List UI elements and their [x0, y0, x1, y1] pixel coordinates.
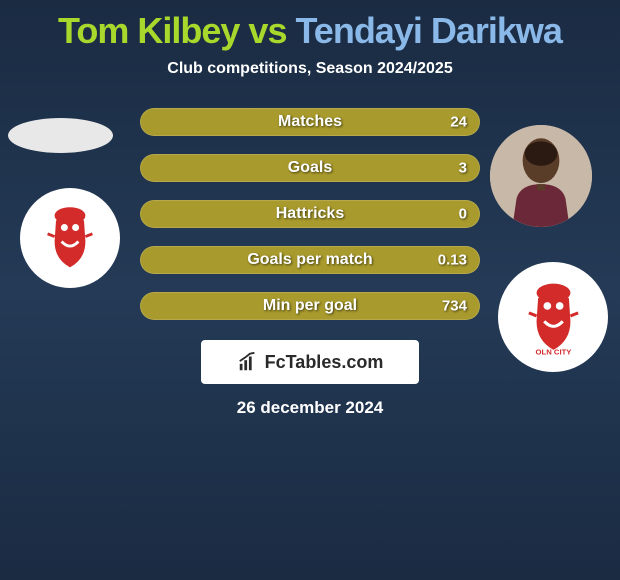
page-title: Tom Kilbey vs Tendayi Darikwa — [0, 0, 620, 52]
stat-label: Hattricks — [276, 205, 344, 223]
stat-bar: Matches 24 — [140, 108, 480, 136]
player2-club-crest: OLN CITY — [498, 262, 608, 372]
stat-value: 0 — [459, 206, 467, 223]
stat-label: Goals — [288, 159, 332, 177]
stat-bar: Min per goal 734 — [140, 292, 480, 320]
stat-value: 734 — [442, 298, 467, 315]
crest-icon: OLN CITY — [515, 279, 592, 356]
crest-icon — [35, 203, 105, 273]
player-silhouette-icon — [490, 125, 592, 227]
stat-value: 24 — [450, 114, 467, 131]
chart-icon — [237, 351, 259, 373]
stat-bar: Goals per match 0.13 — [140, 246, 480, 274]
stat-value: 0.13 — [438, 252, 467, 269]
fctables-text: FcTables.com — [265, 352, 384, 373]
fctables-badge: FcTables.com — [201, 340, 419, 384]
stat-value: 3 — [459, 160, 467, 177]
subtitle: Club competitions, Season 2024/2025 — [0, 60, 620, 78]
stat-label: Matches — [278, 113, 342, 131]
svg-text:OLN CITY: OLN CITY — [535, 347, 571, 356]
vs-text: vs — [248, 10, 286, 51]
player2-photo — [490, 125, 592, 227]
player1-placeholder — [8, 118, 113, 153]
date: 26 december 2024 — [0, 398, 620, 418]
stat-label: Goals per match — [247, 251, 372, 269]
stat-bar: Hattricks 0 — [140, 200, 480, 228]
player1-club-crest — [20, 188, 120, 288]
stats-container: Matches 24 Goals 3 Hattricks 0 Goals per match… — [140, 108, 480, 320]
stat-bar: Goals 3 — [140, 154, 480, 182]
player1-name: Tom Kilbey — [58, 10, 239, 51]
player2-name: Tendayi Darikwa — [295, 10, 561, 51]
stat-label: Min per goal — [263, 297, 357, 315]
